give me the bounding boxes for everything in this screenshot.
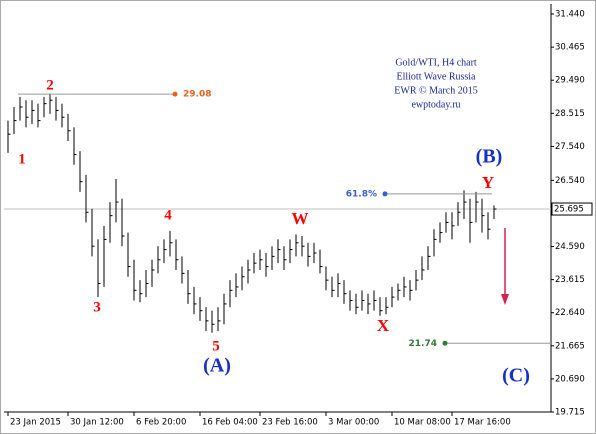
level-label: 29.08 (183, 90, 211, 100)
level-dot (172, 91, 178, 97)
x-tick-label: 23 Feb 16:00 (262, 418, 318, 428)
level-label: 61.8% (346, 189, 377, 199)
y-tick-label: 21.665 (555, 341, 585, 351)
wave-label: W (292, 209, 309, 228)
note-line: ewptoday.ru (411, 99, 460, 110)
wave-label: 4 (164, 207, 172, 223)
wave-label: (C) (502, 365, 530, 387)
wave-label: 2 (46, 77, 54, 93)
note-line: Gold/WTI, H4 chart (395, 57, 477, 68)
wave-label: (B) (476, 146, 503, 168)
x-tick-label: 23 Jan 2015 (10, 418, 61, 428)
x-tick-label: 3 Mar 00:00 (328, 418, 379, 428)
y-tick-label: 19.715 (555, 408, 585, 418)
x-tick-label: 16 Feb 04:00 (202, 418, 258, 428)
level-label: 21.74 (409, 339, 437, 349)
level-dot (442, 340, 448, 346)
wave-label: 3 (93, 299, 101, 315)
note-line: EWR © March 2015 (394, 85, 477, 96)
x-tick-label: 17 Mar 16:00 (454, 418, 511, 428)
y-tick-label: 30.465 (555, 43, 585, 53)
last-price-label: 25.695 (554, 205, 584, 215)
forecast-arrowhead (501, 294, 509, 305)
x-tick-label: 6 Feb 20:00 (136, 418, 186, 428)
level-dot (382, 191, 388, 197)
y-tick-label: 23.615 (555, 275, 585, 285)
x-tick-label: 10 Mar 08:00 (394, 418, 451, 428)
y-tick-label: 31.440 (555, 10, 585, 20)
y-tick-label: 26.540 (555, 176, 585, 186)
note-line: Elliott Wave Russia (396, 71, 476, 82)
wave-label: 1 (18, 151, 26, 167)
y-tick-label: 22.640 (555, 308, 585, 318)
wave-label: (A) (203, 355, 231, 377)
y-tick-label: 24.590 (555, 242, 585, 252)
x-tick-label: 30 Jan 12:00 (70, 418, 124, 428)
wave-label: 5 (212, 338, 220, 354)
wave-label: Y (482, 173, 494, 192)
wave-label: X (377, 316, 390, 335)
y-tick-label: 28.515 (555, 109, 585, 119)
last-price-box (551, 202, 593, 216)
y-tick-label: 20.690 (555, 374, 585, 384)
y-tick-label: 29.490 (555, 76, 585, 86)
y-tick-label: 27.540 (555, 142, 585, 152)
